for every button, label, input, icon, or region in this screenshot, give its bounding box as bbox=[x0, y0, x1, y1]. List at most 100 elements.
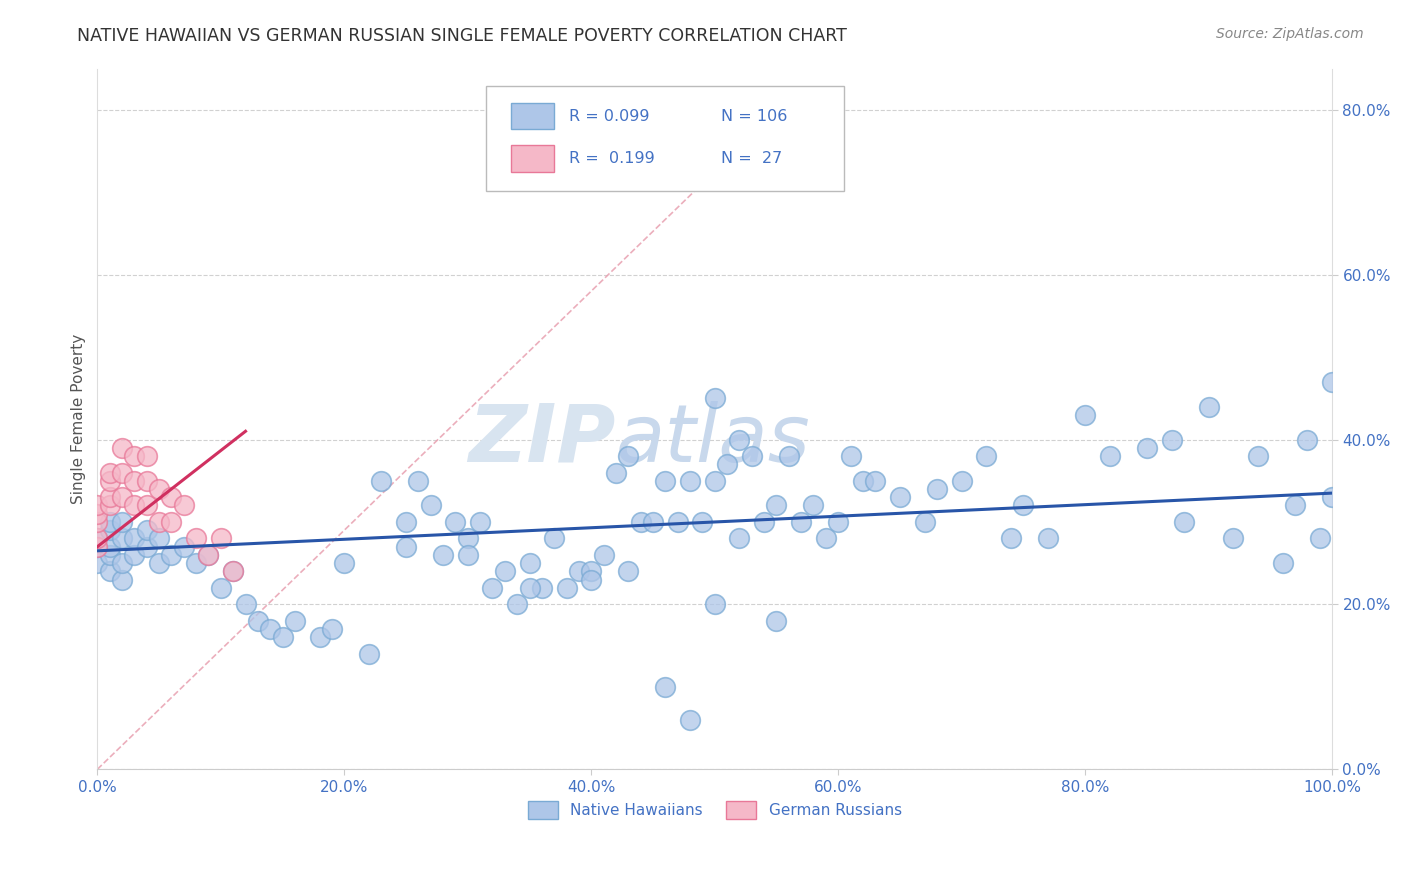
Point bbox=[86, 556, 108, 570]
Y-axis label: Single Female Poverty: Single Female Poverty bbox=[72, 334, 86, 504]
Legend: Native Hawaiians, German Russians: Native Hawaiians, German Russians bbox=[522, 795, 908, 825]
Point bbox=[741, 449, 763, 463]
Point bbox=[863, 474, 886, 488]
Point bbox=[86, 507, 108, 521]
FancyBboxPatch shape bbox=[510, 103, 554, 129]
Point bbox=[852, 474, 875, 488]
Point bbox=[605, 466, 627, 480]
Point bbox=[357, 647, 380, 661]
Point bbox=[86, 515, 108, 529]
Point bbox=[1271, 556, 1294, 570]
FancyBboxPatch shape bbox=[510, 145, 554, 171]
Point bbox=[86, 540, 108, 554]
Point bbox=[135, 499, 157, 513]
Point bbox=[530, 581, 553, 595]
Point bbox=[124, 474, 146, 488]
Point bbox=[703, 598, 725, 612]
Point bbox=[86, 532, 108, 546]
Point bbox=[506, 598, 529, 612]
Point bbox=[111, 441, 134, 455]
Point bbox=[160, 490, 183, 504]
Point bbox=[1000, 532, 1022, 546]
Point bbox=[370, 474, 392, 488]
Point bbox=[1173, 515, 1195, 529]
Point bbox=[271, 631, 294, 645]
Point bbox=[457, 532, 479, 546]
Point bbox=[184, 556, 207, 570]
Point bbox=[395, 515, 418, 529]
Point bbox=[184, 532, 207, 546]
Point bbox=[124, 548, 146, 562]
Point bbox=[1098, 449, 1121, 463]
Text: R =  0.199: R = 0.199 bbox=[569, 151, 655, 166]
Point bbox=[86, 540, 108, 554]
Point bbox=[617, 565, 640, 579]
Point bbox=[654, 680, 676, 694]
Point bbox=[197, 548, 219, 562]
Point bbox=[1198, 400, 1220, 414]
Point bbox=[494, 565, 516, 579]
Point bbox=[617, 449, 640, 463]
Point bbox=[481, 581, 503, 595]
Point bbox=[209, 532, 232, 546]
Point bbox=[592, 548, 614, 562]
Point bbox=[209, 581, 232, 595]
Point bbox=[519, 556, 541, 570]
Point bbox=[160, 548, 183, 562]
Point bbox=[148, 556, 170, 570]
Point bbox=[1309, 532, 1331, 546]
Text: N =  27: N = 27 bbox=[721, 151, 782, 166]
Point bbox=[1247, 449, 1270, 463]
Point bbox=[173, 499, 195, 513]
Point bbox=[752, 515, 775, 529]
Point bbox=[568, 565, 591, 579]
Point bbox=[976, 449, 998, 463]
Point bbox=[284, 614, 307, 628]
Point bbox=[728, 433, 751, 447]
Point bbox=[235, 598, 257, 612]
Point bbox=[703, 392, 725, 406]
Point bbox=[889, 490, 911, 504]
Point bbox=[790, 515, 813, 529]
Point bbox=[666, 515, 689, 529]
Point bbox=[308, 631, 330, 645]
Point bbox=[1136, 441, 1159, 455]
Point bbox=[581, 573, 603, 587]
Point bbox=[765, 614, 787, 628]
Point bbox=[173, 540, 195, 554]
Point bbox=[827, 515, 849, 529]
Point bbox=[135, 449, 157, 463]
Point bbox=[692, 515, 714, 529]
Point bbox=[950, 474, 973, 488]
Point bbox=[1284, 499, 1306, 513]
Point bbox=[679, 713, 702, 727]
Text: NATIVE HAWAIIAN VS GERMAN RUSSIAN SINGLE FEMALE POVERTY CORRELATION CHART: NATIVE HAWAIIAN VS GERMAN RUSSIAN SINGLE… bbox=[77, 27, 848, 45]
Point bbox=[1036, 532, 1059, 546]
Point bbox=[222, 565, 245, 579]
Point bbox=[246, 614, 269, 628]
Point bbox=[160, 515, 183, 529]
Point bbox=[555, 581, 578, 595]
Point bbox=[111, 490, 134, 504]
Point bbox=[728, 532, 751, 546]
Point bbox=[641, 515, 664, 529]
Point bbox=[135, 540, 157, 554]
Point bbox=[98, 565, 121, 579]
Point bbox=[124, 532, 146, 546]
FancyBboxPatch shape bbox=[486, 86, 845, 191]
Point bbox=[135, 523, 157, 537]
Point bbox=[703, 474, 725, 488]
Point bbox=[419, 499, 441, 513]
Point bbox=[765, 499, 787, 513]
Point bbox=[86, 499, 108, 513]
Point bbox=[778, 449, 800, 463]
Point bbox=[581, 565, 603, 579]
Point bbox=[395, 540, 418, 554]
Text: Source: ZipAtlas.com: Source: ZipAtlas.com bbox=[1216, 27, 1364, 41]
Point bbox=[925, 482, 948, 496]
Point bbox=[1012, 499, 1035, 513]
Point bbox=[716, 457, 738, 471]
Point bbox=[321, 622, 343, 636]
Point bbox=[1320, 375, 1343, 389]
Point bbox=[543, 532, 565, 546]
